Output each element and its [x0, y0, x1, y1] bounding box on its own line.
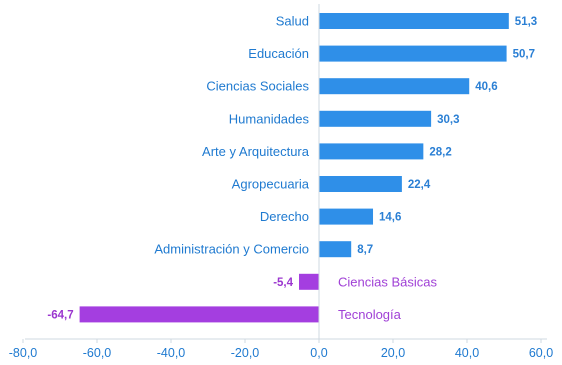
bars-group	[79, 13, 509, 323]
value-label-9: -64,7	[47, 309, 73, 321]
value-label-1: 50,7	[513, 49, 535, 61]
x-tick-label-7: 60,0	[529, 346, 553, 360]
value-label-0: 51,3	[515, 16, 537, 28]
bar-2	[319, 78, 470, 95]
value-label-2: 40,6	[475, 81, 497, 93]
category-label-3: Humanidades	[229, 111, 310, 126]
category-label-8: Ciencias Básicas	[338, 274, 437, 289]
bar-1	[319, 45, 507, 62]
bar-4	[319, 143, 424, 160]
bar-5	[319, 176, 402, 192]
value-label-4: 28,2	[429, 146, 451, 158]
value-labels-group: 51,3 50,7 40,6 30,3 28,2 22,4 14,6 8,7 -5,4 -64,7	[47, 16, 537, 321]
category-label-6: Derecho	[260, 209, 309, 224]
value-label-7: 8,7	[357, 244, 373, 256]
bar-9	[79, 306, 319, 323]
x-tick-label-5: 20,0	[381, 346, 405, 360]
category-labels-group: Salud Educación Ciencias Sociales Humanidad…	[154, 14, 437, 322]
value-label-6: 14,6	[379, 212, 401, 224]
value-label-5: 22,4	[408, 179, 431, 191]
category-label-0: Salud	[276, 14, 309, 29]
x-tick-label-4: 0,0	[310, 346, 327, 360]
bar-3	[319, 110, 432, 127]
bar-6	[319, 208, 374, 225]
x-tick-label-3: -20,0	[231, 346, 260, 360]
x-tick-label-1: -60,0	[83, 346, 112, 360]
category-label-9: Tecnología	[338, 307, 402, 322]
category-label-5: Agropecuaria	[232, 177, 310, 192]
x-tick-label-2: -40,0	[157, 346, 186, 360]
x-tick-label-0: -80,0	[9, 346, 38, 360]
value-label-3: 30,3	[437, 114, 459, 126]
bar-0	[319, 13, 509, 29]
category-label-2: Ciencias Sociales	[206, 79, 309, 94]
category-label-7: Administración y Comercio	[154, 242, 309, 257]
value-label-8: -5,4	[273, 277, 293, 289]
category-label-1: Educación	[248, 46, 309, 61]
category-label-4: Arte y Arquitectura	[202, 144, 310, 159]
x-axis: -80,0 -60,0 -40,0 -20,0 0,0 20,0 40,0 60,0	[9, 4, 553, 360]
bar-8	[299, 273, 319, 290]
bar-7	[319, 241, 352, 258]
x-tick-label-6: 40,0	[455, 346, 479, 360]
